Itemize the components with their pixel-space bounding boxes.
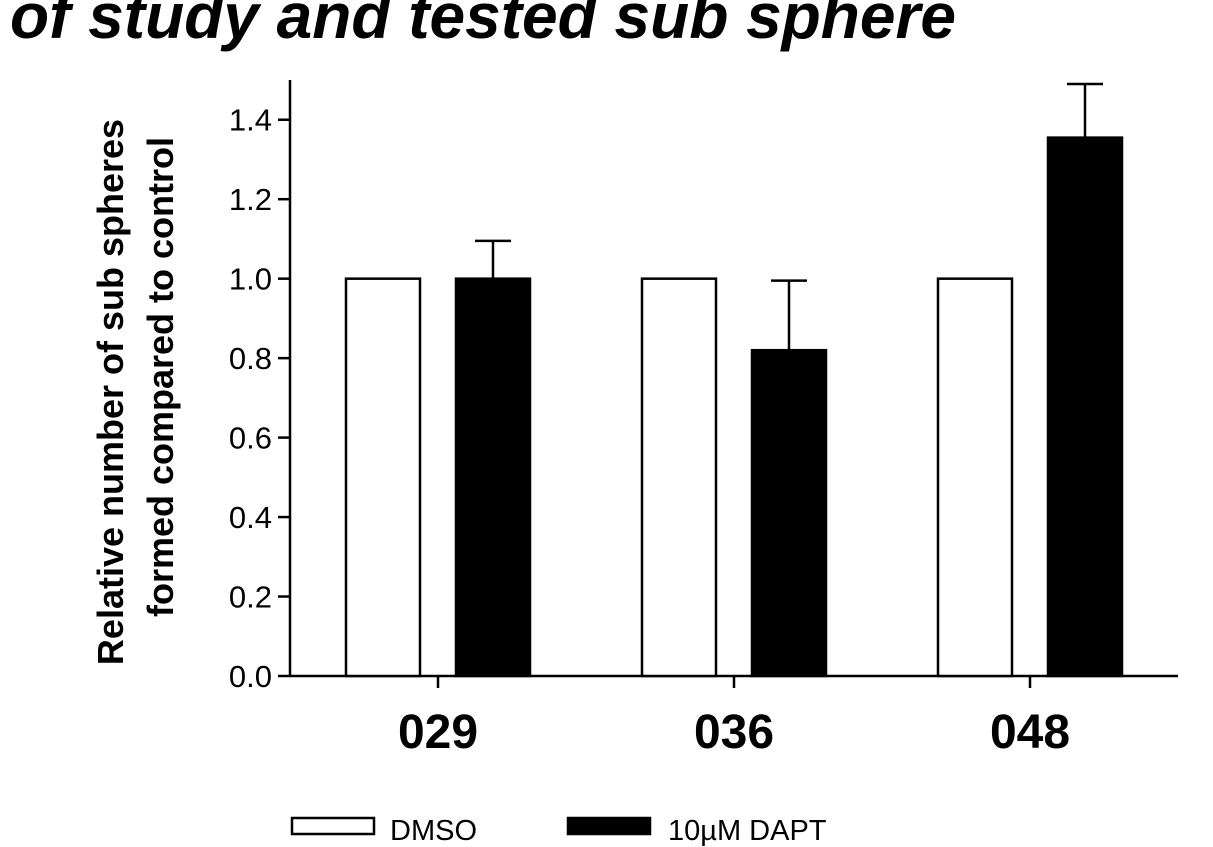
x-axis-category-labels: 029 036 048 xyxy=(398,676,1070,759)
bars xyxy=(344,82,1124,678)
legend-label-dmso: DMSO xyxy=(390,815,477,847)
y-axis-label-line-1: Relative number of sub spheres xyxy=(90,119,131,665)
legend-swatch-dmso xyxy=(290,816,376,836)
x-category-label-048: 048 xyxy=(990,706,1070,759)
bar-dapt-036 xyxy=(750,348,828,678)
y-tick-label: 0.6 xyxy=(229,421,272,456)
y-axis-label-line-2: formed compared to control xyxy=(140,137,181,617)
bar-dmso-048 xyxy=(936,277,1014,678)
y-tick-label: 0.8 xyxy=(229,341,272,376)
bar-dmso-029 xyxy=(344,277,422,678)
y-axis-ticks: 0.0 0.2 0.4 0.6 0.8 1.0 1.2 1.4 xyxy=(229,103,290,694)
y-axis-label: Relative number of sub spheres formed co… xyxy=(90,119,181,665)
axes xyxy=(288,80,1178,678)
y-tick-label: 1.0 xyxy=(229,262,272,297)
x-category-label-029: 029 xyxy=(398,706,478,759)
y-tick-label: 0.0 xyxy=(229,659,272,694)
y-tick-label: 1.2 xyxy=(229,182,272,217)
cropped-header-text: of study and tested sub sphere xyxy=(10,0,956,52)
y-tick-label: 0.4 xyxy=(229,500,272,535)
bar-dapt-048 xyxy=(1046,136,1124,678)
bar-dmso-036 xyxy=(640,277,718,678)
legend-label-dapt: 10µM DAPT xyxy=(668,815,827,847)
legend: DMSO 10µM DAPT xyxy=(290,815,827,847)
y-tick-label: 0.2 xyxy=(229,580,272,615)
bar-dapt-029 xyxy=(454,277,532,678)
legend-swatch-dapt xyxy=(566,816,652,836)
x-category-label-036: 036 xyxy=(694,706,774,759)
y-tick-label: 1.4 xyxy=(229,103,272,138)
